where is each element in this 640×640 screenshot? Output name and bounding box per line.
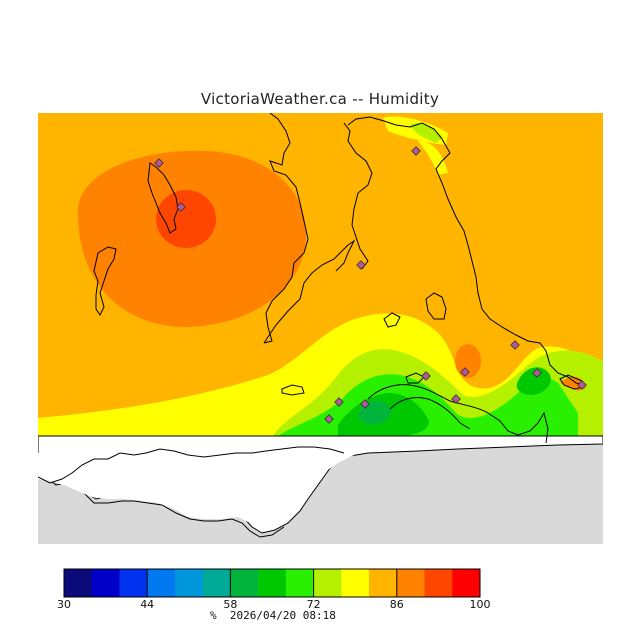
- legend-swatch: [202, 569, 231, 597]
- legend-swatch: [341, 569, 370, 597]
- station-marker: [460, 367, 470, 377]
- station-marker: [154, 158, 164, 168]
- legend-swatch: [258, 569, 287, 597]
- coast-west-shore: [263, 113, 309, 344]
- station-marker: [334, 397, 344, 407]
- legend-swatch: [147, 569, 176, 597]
- station-marker: [577, 380, 587, 390]
- legend-swatch: [64, 569, 93, 597]
- coast-inlet: [263, 239, 356, 344]
- legend-tick-label: 86: [389, 598, 404, 611]
- legend-caption: % 2026/04/20 08:18: [210, 609, 336, 622]
- station-marker: [421, 371, 431, 381]
- station-markers: [154, 146, 587, 424]
- coast-harbour-2: [389, 396, 471, 430]
- legend-swatch: [119, 569, 148, 597]
- humidity-zone-78-82-northeast: [418, 141, 448, 175]
- legend-swatch: [91, 569, 120, 597]
- legend-swatch: [313, 569, 342, 597]
- island-1: [425, 292, 447, 320]
- station-marker: [356, 260, 366, 270]
- legend-swatch: [396, 569, 426, 597]
- coast-east-peninsula: [347, 116, 585, 386]
- legend-frame: [63, 568, 481, 598]
- legend-swatch: [285, 569, 315, 597]
- station-marker: [411, 146, 421, 156]
- legend-swatch: [452, 569, 481, 597]
- south-coast-north: [38, 446, 345, 484]
- legend-swatches: [64, 569, 481, 597]
- humidity-zone-74-78-north: [410, 122, 443, 143]
- station-marker: [510, 340, 520, 350]
- station-marker: [451, 394, 461, 404]
- south-landmass: [38, 449, 358, 531]
- coast-bay-north: [343, 122, 373, 270]
- legend-swatch: [424, 569, 453, 597]
- humidity-zone-62-66: [516, 367, 551, 395]
- island-4: [405, 372, 425, 384]
- coast-harbour: [367, 384, 549, 444]
- station-marker: [360, 399, 370, 409]
- legend-tick-label: 58: [223, 598, 238, 611]
- island-west-lake: [93, 246, 117, 316]
- island-2: [281, 384, 305, 396]
- units-symbol: %: [210, 609, 217, 622]
- station-marker: [324, 414, 334, 424]
- station-marker: [532, 368, 542, 378]
- legend-tick-label: 30: [57, 598, 71, 611]
- humidity-zone-86-90-local: [455, 344, 481, 378]
- island-north-lake: [147, 162, 179, 234]
- station-marker: [176, 202, 186, 212]
- humidity-field: [38, 113, 603, 436]
- legend-swatch: [230, 569, 259, 597]
- humidity-map: [38, 113, 603, 544]
- legend-tick-label: 100: [469, 598, 491, 611]
- legend-ticks: [146, 569, 398, 597]
- legend-tick-label: 44: [140, 598, 155, 611]
- legend-swatch: [369, 569, 398, 597]
- humidity-zone-90-94: [156, 190, 216, 248]
- timestamp: 2026/04/20 08:18: [229, 609, 336, 622]
- island-3: [383, 312, 401, 328]
- legend-tick-label: 72: [306, 598, 321, 611]
- map-title: VictoriaWeather.ca -- Humidity: [200, 90, 440, 108]
- legend-swatch: [174, 569, 204, 597]
